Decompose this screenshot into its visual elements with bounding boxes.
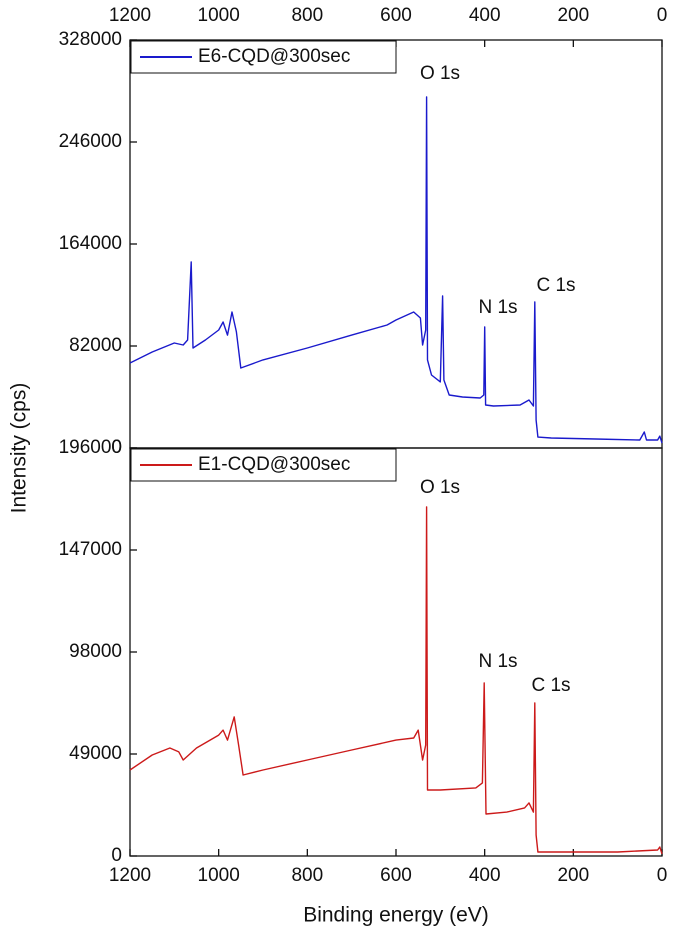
x-tick-label: 1200 (109, 865, 151, 886)
x-tick-label: 400 (469, 5, 501, 26)
x-tick-label: 0 (657, 865, 668, 886)
peak-annotation: N 1s (478, 297, 517, 318)
y-tick-label: 0 (111, 437, 122, 458)
plot-frame (129, 39, 663, 449)
x-tick-label: 200 (557, 865, 589, 886)
x-tick-label: 1200 (109, 5, 151, 26)
y-tick-label: 246000 (59, 131, 122, 152)
y-tick-label: 196000 (59, 437, 122, 458)
y-tick-label: 49000 (69, 743, 122, 764)
y-tick-label: 328000 (59, 29, 122, 50)
y-tick-label: 0 (111, 845, 122, 866)
x-tick-label: 400 (469, 865, 501, 886)
y-tick-label: 98000 (69, 641, 122, 662)
y-axis-label: Intensity (cps) (8, 383, 31, 514)
x-axis-label: Binding energy (eV) (303, 904, 489, 927)
data-line (129, 506, 663, 855)
y-tick-label: 147000 (59, 539, 122, 560)
x-tick-label: 800 (291, 865, 323, 886)
peak-annotation: C 1s (531, 675, 570, 696)
legend-label: E1-CQD@300sec (198, 454, 350, 475)
peak-annotation: N 1s (478, 651, 517, 672)
x-tick-label: 1000 (198, 865, 240, 886)
peak-annotation: O 1s (420, 477, 460, 498)
x-tick-label: 1000 (198, 5, 240, 26)
x-tick-label: 600 (380, 865, 412, 886)
peak-annotation: O 1s (420, 63, 460, 84)
plot-frame (129, 447, 663, 857)
data-line (129, 96, 663, 444)
x-tick-label: 0 (657, 5, 668, 26)
legend-label: E6-CQD@300sec (198, 46, 350, 67)
x-tick-label: 800 (291, 5, 323, 26)
peak-annotation: C 1s (536, 275, 575, 296)
x-tick-label: 600 (380, 5, 412, 26)
y-tick-label: 82000 (69, 335, 122, 356)
x-tick-label: 200 (557, 5, 589, 26)
y-tick-label: 164000 (59, 233, 122, 254)
